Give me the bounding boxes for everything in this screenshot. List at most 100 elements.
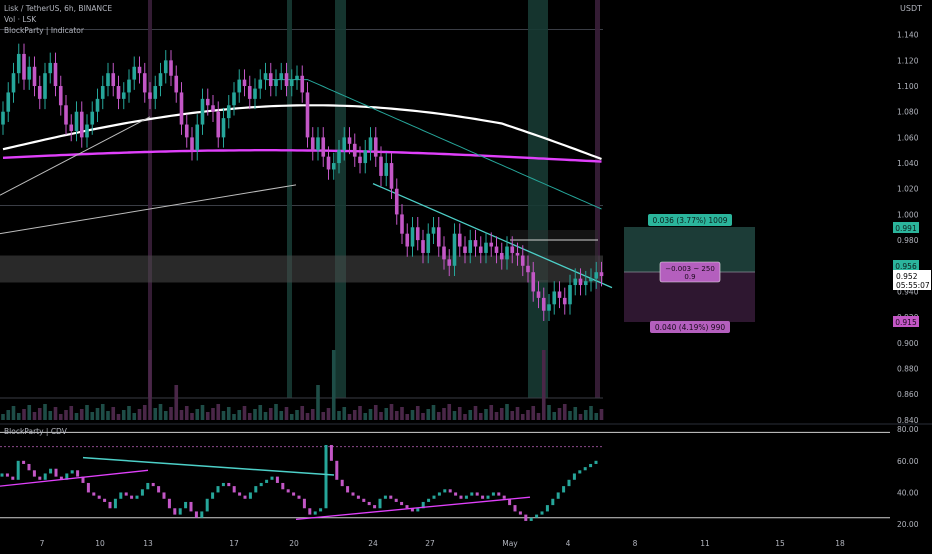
volume-bar [268, 408, 273, 420]
time-tick-label: 27 [425, 539, 435, 548]
volume-bar [79, 409, 84, 420]
cdv-bar [248, 492, 252, 499]
cdv-bar [416, 508, 420, 512]
volume-bar [132, 413, 137, 420]
cdv-bar [524, 514, 528, 521]
candle-body [74, 111, 79, 131]
volume-bar [27, 405, 32, 420]
volume-bar [562, 404, 567, 420]
stop-price-tag [893, 316, 919, 327]
candle-body [520, 255, 525, 266]
cdv-bar [86, 482, 90, 493]
cdv-bar [400, 501, 404, 506]
volume-bar [478, 413, 483, 420]
candle-body [463, 246, 467, 253]
candle-body [174, 75, 179, 93]
candle-body [394, 188, 399, 215]
volume-bar [452, 411, 457, 420]
cdv-bar [394, 498, 398, 502]
price-tick-label: 1.120 [897, 56, 919, 65]
volume-bar [158, 404, 163, 420]
price-tick-label: 1.000 [897, 210, 919, 219]
candle-body [494, 246, 499, 253]
price-tick-label: 0.840 [897, 416, 919, 425]
magenta-moving-average [2, 149, 602, 163]
volume-bar [90, 412, 95, 420]
candle-body [158, 73, 163, 87]
volume-bar [515, 407, 520, 420]
cdv-bar [432, 495, 436, 499]
cdv-bar [464, 495, 468, 499]
volume-bar [226, 407, 231, 420]
volume-bar [421, 413, 425, 420]
price-tick-label: 1.140 [897, 31, 919, 40]
signal-band-4 [595, 0, 600, 398]
cdv-bar [103, 498, 107, 502]
volume-bar [331, 350, 336, 420]
candle-body [226, 105, 231, 119]
volume-bar [242, 406, 247, 420]
candle-body [169, 60, 173, 76]
candle-body [489, 242, 494, 247]
candle-body [16, 53, 21, 74]
cdv-bar [216, 486, 220, 493]
volume-bar [74, 413, 79, 420]
price-tick-label: 1.040 [897, 159, 919, 168]
volume-bar [426, 409, 431, 420]
cdv-bar [340, 479, 344, 487]
cdv-bar [119, 492, 123, 499]
volume-bar [106, 411, 110, 420]
entry-price-text: 0.956 [895, 262, 917, 271]
indicator-legend[interactable]: BlockParty | Indicator [4, 26, 84, 35]
signal-band-2 [335, 0, 346, 398]
cdv-bar [275, 476, 279, 483]
cdv-bar [11, 476, 15, 480]
cdv-bar [302, 498, 306, 509]
cdv-bar [211, 492, 215, 499]
cdv-bar [443, 489, 447, 493]
candle-body [510, 246, 515, 253]
symbol-legend[interactable]: Lisk / TetherUS, 6h, BINANCE [4, 4, 113, 13]
time-tick-label: 20 [289, 539, 299, 548]
candle-body [106, 73, 110, 87]
candle-body [447, 259, 452, 266]
candle-body [127, 79, 131, 93]
cdv-bar [146, 482, 150, 490]
rising-trendline-1 [0, 116, 151, 196]
cdv-legend[interactable]: BlockParty | CDV [4, 427, 67, 436]
volume-bar [37, 408, 42, 420]
candle-body [363, 150, 368, 164]
cdv-bar [481, 495, 485, 499]
cdv-bar [43, 473, 47, 480]
volume-bar [326, 408, 331, 420]
cdv-bar [491, 492, 495, 496]
candle-body [263, 73, 268, 80]
cdv-tick-label: 20.00 [897, 520, 919, 529]
volume-bar [48, 411, 53, 420]
volume-bar [274, 404, 278, 420]
volume-bar [415, 406, 420, 420]
volume-legend[interactable]: Vol · LSK [4, 15, 37, 24]
volume-bar [232, 414, 236, 420]
cdv-bar [173, 508, 177, 515]
candle-body [321, 137, 326, 157]
cdv-bar [221, 482, 225, 487]
center-label-box [659, 261, 721, 283]
cdv-bar [594, 460, 598, 464]
cdv-bar [54, 468, 58, 477]
volume-bar [583, 410, 588, 420]
candle-body [43, 73, 47, 99]
cdv-bar [535, 514, 539, 518]
volume-bar [489, 405, 494, 420]
candle-body [373, 137, 378, 157]
candle-body [142, 73, 147, 93]
volume-bar [568, 411, 572, 420]
cdv-bar [281, 482, 285, 490]
time-tick-label: 15 [775, 539, 785, 548]
cdv-bar [562, 486, 566, 493]
cdv-bar [486, 495, 490, 499]
cdv-bar [389, 495, 393, 499]
last-price-tag [893, 270, 931, 290]
